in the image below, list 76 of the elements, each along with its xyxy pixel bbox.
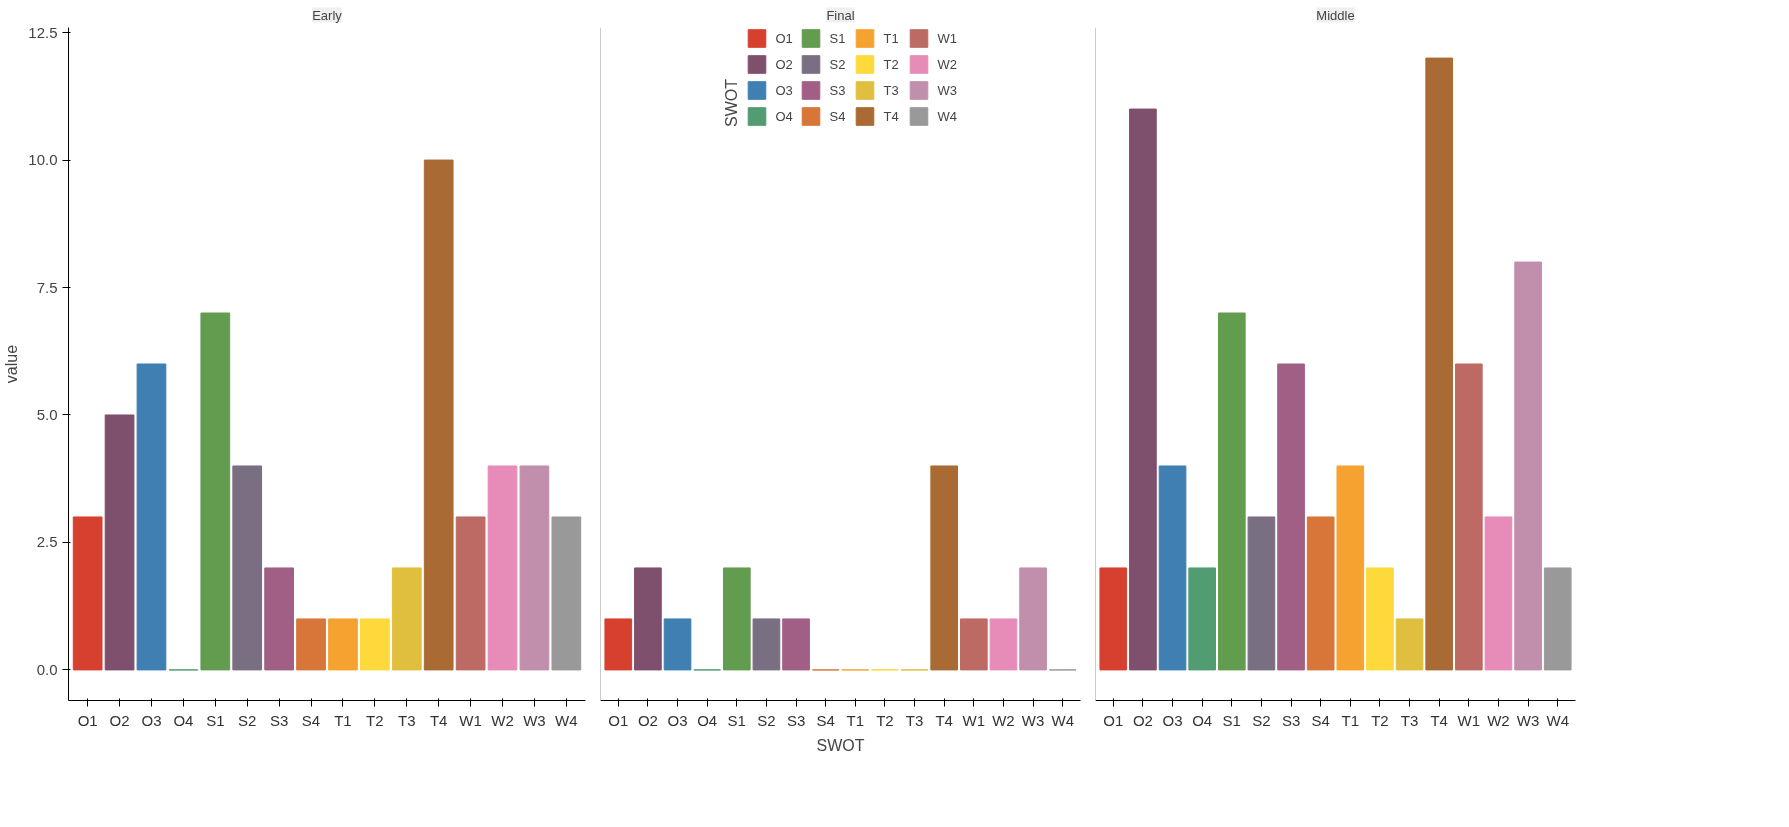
x-tick-label: W4 — [1051, 711, 1074, 729]
x-tick-label: O2 — [109, 711, 130, 729]
x-tick-label: W2 — [491, 711, 514, 729]
x-tick-label: O3 — [667, 711, 688, 729]
chart-title: Middle — [1316, 7, 1355, 23]
x-tick-label: W3 — [1021, 711, 1045, 729]
legend-label: T2 — [883, 56, 900, 72]
legend-label: W2 — [937, 56, 958, 72]
legend-label: T1 — [883, 30, 900, 46]
x-tick-label: T3 — [905, 711, 924, 729]
y-tick-label: 5.0 — [36, 405, 58, 423]
legend-label: S2 — [829, 56, 847, 72]
x-tick-label: S1 — [1222, 711, 1241, 729]
x-tick-label: T4 — [935, 711, 953, 729]
x-tick-label: S3 — [1281, 711, 1301, 729]
y-tick-label: 12.5 — [28, 23, 58, 41]
x-tick-label: O4 — [1192, 711, 1213, 729]
x-tick-label: O2 — [637, 711, 658, 729]
y-tick-label: 7.5 — [36, 278, 58, 296]
x-tick-label: T1 — [1341, 711, 1360, 729]
legend-title: SWOT — [722, 78, 741, 127]
x-tick-label: W4 — [1546, 711, 1569, 729]
y-tick-label: 0.0 — [36, 660, 58, 678]
x-tick-label: S4 — [1311, 711, 1330, 729]
legend-label: S3 — [829, 82, 847, 98]
x-tick-label: T2 — [876, 711, 894, 729]
x-tick-label: T3 — [398, 711, 416, 729]
x-tick-label: O3 — [141, 711, 162, 729]
x-tick-label: W3 — [1516, 711, 1540, 729]
x-tick-label: T3 — [1400, 711, 1419, 729]
x-tick-label: S1 — [727, 711, 746, 729]
x-tick-label: O4 — [697, 711, 718, 729]
x-axis-title: SWOT — [816, 736, 865, 754]
legend-label: W3 — [937, 82, 958, 98]
x-tick-label: O2 — [1132, 711, 1153, 729]
x-tick-label: O1 — [1103, 711, 1124, 729]
x-tick-label: S3 — [269, 711, 289, 729]
x-tick-label: S3 — [786, 711, 806, 729]
x-tick-label: T4 — [429, 711, 448, 729]
x-tick-label: W2 — [1487, 711, 1510, 729]
x-tick-label: W3 — [523, 711, 546, 729]
x-tick-label: T2 — [366, 711, 384, 729]
x-tick-label: T2 — [1371, 711, 1389, 729]
x-tick-label: S1 — [206, 711, 225, 729]
y-tick-label: 10.0 — [28, 151, 58, 169]
legend-label: O4 — [775, 108, 794, 124]
x-tick-label: O4 — [173, 711, 194, 729]
chart-title: Final — [826, 7, 855, 23]
x-tick-label: T1 — [846, 711, 865, 729]
x-tick-label: O1 — [77, 711, 98, 729]
legend-label: W1 — [937, 30, 958, 46]
legend-label: T3 — [883, 82, 900, 98]
legend-label: W4 — [937, 108, 958, 124]
x-tick-label: S2 — [757, 711, 776, 729]
y-tick-label: 2.5 — [36, 533, 58, 551]
legend-label: O3 — [775, 82, 794, 98]
legend-label: O1 — [775, 30, 794, 46]
x-tick-label: S2 — [1252, 711, 1271, 729]
x-tick-label: S4 — [301, 711, 321, 729]
y-axis-title: value — [3, 344, 21, 384]
legend-label: O2 — [775, 56, 794, 72]
x-tick-label: W1 — [962, 711, 986, 729]
x-tick-label: S4 — [816, 711, 835, 729]
x-tick-label: T1 — [334, 711, 352, 729]
x-tick-label: W1 — [459, 711, 482, 729]
legend-label: T4 — [883, 108, 900, 124]
x-tick-label: T4 — [1430, 711, 1448, 729]
legend-label: S4 — [829, 108, 847, 124]
chart-title: Early — [312, 7, 343, 23]
x-tick-label: O3 — [1162, 711, 1183, 729]
legend-label: S1 — [829, 30, 847, 46]
x-tick-label: W2 — [992, 711, 1015, 729]
x-tick-label: S2 — [238, 711, 257, 729]
x-tick-label: W1 — [1457, 711, 1481, 729]
x-tick-label: W4 — [555, 711, 578, 729]
x-tick-label: O1 — [608, 711, 629, 729]
